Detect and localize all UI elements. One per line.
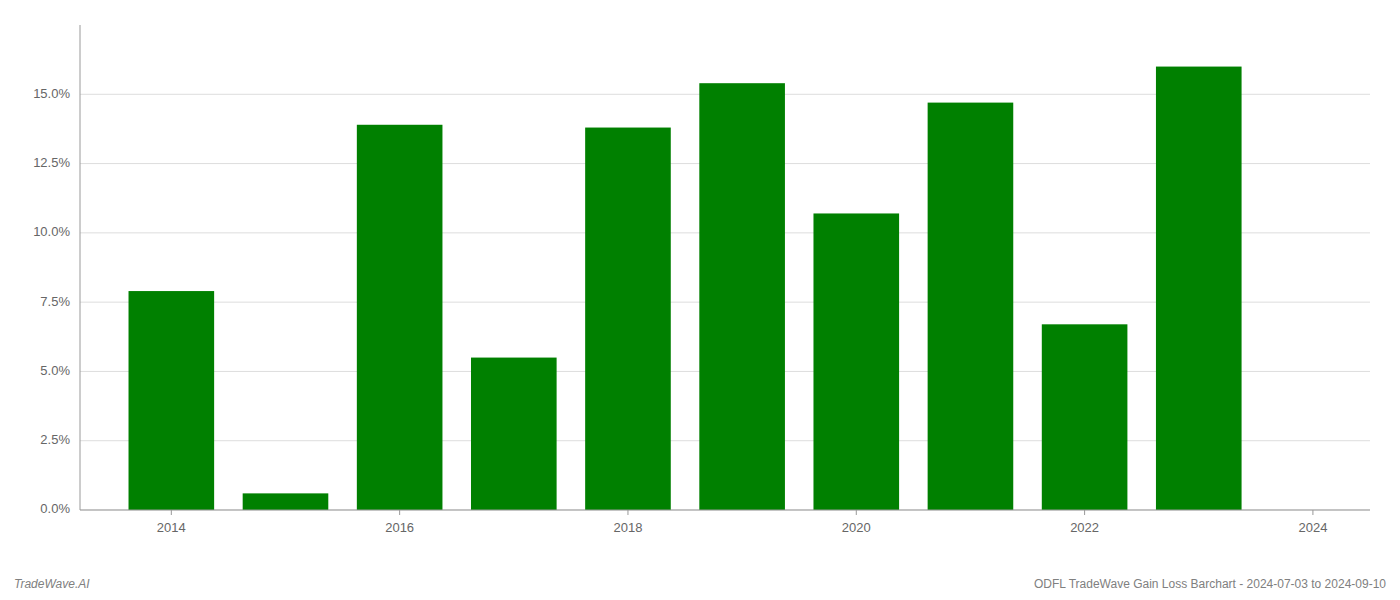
bar — [585, 128, 671, 510]
y-tick-label: 2.5% — [40, 432, 70, 447]
bar — [357, 125, 443, 510]
y-tick-label: 15.0% — [33, 86, 70, 101]
x-tick-label: 2024 — [1298, 520, 1327, 535]
x-tick — [1312, 510, 1313, 515]
bar — [1042, 324, 1128, 510]
x-tick — [399, 510, 400, 515]
x-ticks: 2014 2016 2018 2020 2022 2024 — [157, 510, 1328, 535]
x-tick-label: 2022 — [1070, 520, 1099, 535]
title: ODFL TradeWave Gain Loss Barchart - 2024… — [1034, 577, 1386, 591]
bar — [813, 213, 899, 510]
y-tick-labels: 0.0% 2.5% 5.0% 7.5% 10.0% 12.5% 15.0% — [33, 86, 70, 517]
bar — [243, 493, 329, 510]
bar — [129, 291, 215, 510]
x-tick-label: 2014 — [157, 520, 186, 535]
x-tick — [856, 510, 857, 515]
bar — [699, 83, 785, 510]
y-tick-label: 5.0% — [40, 363, 70, 378]
x-tick-label: 2016 — [385, 520, 414, 535]
bar — [1156, 67, 1242, 510]
y-tick-label: 10.0% — [33, 224, 70, 239]
x-tick — [1084, 510, 1085, 515]
x-tick — [171, 510, 172, 515]
x-axis-line — [80, 510, 1370, 511]
y-tick-label: 7.5% — [40, 294, 70, 309]
x-tick — [627, 510, 628, 515]
bar — [471, 358, 557, 510]
watermark: TradeWave.AI — [14, 577, 90, 591]
x-tick-label: 2020 — [842, 520, 871, 535]
chart: 0.0%2.5%5.0%7.5%10.0%12.5%15.0%201420162… — [0, 0, 1400, 600]
y-axis-line — [80, 25, 81, 510]
y-tick-label: 0.0% — [40, 501, 70, 516]
bar — [928, 103, 1014, 510]
x-tick-label: 2018 — [614, 520, 643, 535]
grid-line — [80, 510, 1370, 511]
y-tick-label: 12.5% — [33, 155, 70, 170]
bars — [129, 67, 1242, 510]
